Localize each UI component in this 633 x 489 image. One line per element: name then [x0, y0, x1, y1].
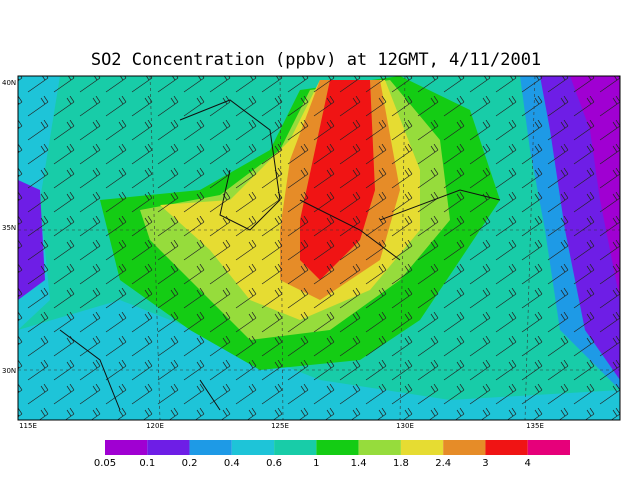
legend-swatch	[316, 440, 359, 455]
legend-label: 0.6	[266, 458, 282, 469]
legend-label: 1.4	[351, 458, 367, 469]
legend-swatch	[443, 440, 486, 455]
legend-swatch	[358, 440, 401, 455]
legend-swatch	[231, 440, 275, 455]
lon-label: 115E	[19, 422, 37, 430]
plot-frame	[17, 75, 621, 421]
legend-label: 4	[525, 458, 531, 469]
legend-label: 1	[313, 458, 319, 469]
color-legend: 0.05 0.1 0.2 0.4 0.6 1 1.4 1.8 2.4 3 4	[94, 440, 570, 469]
lon-label: 130E	[396, 422, 414, 430]
legend-swatch	[527, 440, 570, 455]
lat-label: 35N	[2, 224, 16, 232]
lon-label: 135E	[526, 422, 544, 430]
concentration-field	[18, 76, 620, 420]
lat-label: 40N	[2, 79, 16, 87]
legend-swatch	[400, 440, 444, 455]
title: SO2 Concentration (ppbv) at 12GMT, 4/11/…	[91, 50, 541, 70]
legend-label: 1.8	[393, 458, 409, 469]
legend-label: 3	[482, 458, 488, 469]
legend-label: 0.1	[139, 458, 155, 469]
lon-label: 120E	[146, 422, 164, 430]
axis-labels: 115E 120E 125E 130E 135E 40N 35N 30N	[2, 79, 544, 430]
legend-swatch	[274, 440, 317, 455]
legend-label: 0.4	[224, 458, 240, 469]
legend-swatch	[189, 440, 232, 455]
legend-label: 0.2	[182, 458, 198, 469]
lon-label: 125E	[271, 422, 289, 430]
legend-label: 2.4	[435, 458, 451, 469]
legend-swatch	[485, 440, 528, 455]
legend-swatch	[105, 440, 148, 455]
lat-label: 30N	[2, 367, 16, 375]
legend-swatch	[147, 440, 190, 455]
legend-label: 0.05	[94, 458, 116, 469]
